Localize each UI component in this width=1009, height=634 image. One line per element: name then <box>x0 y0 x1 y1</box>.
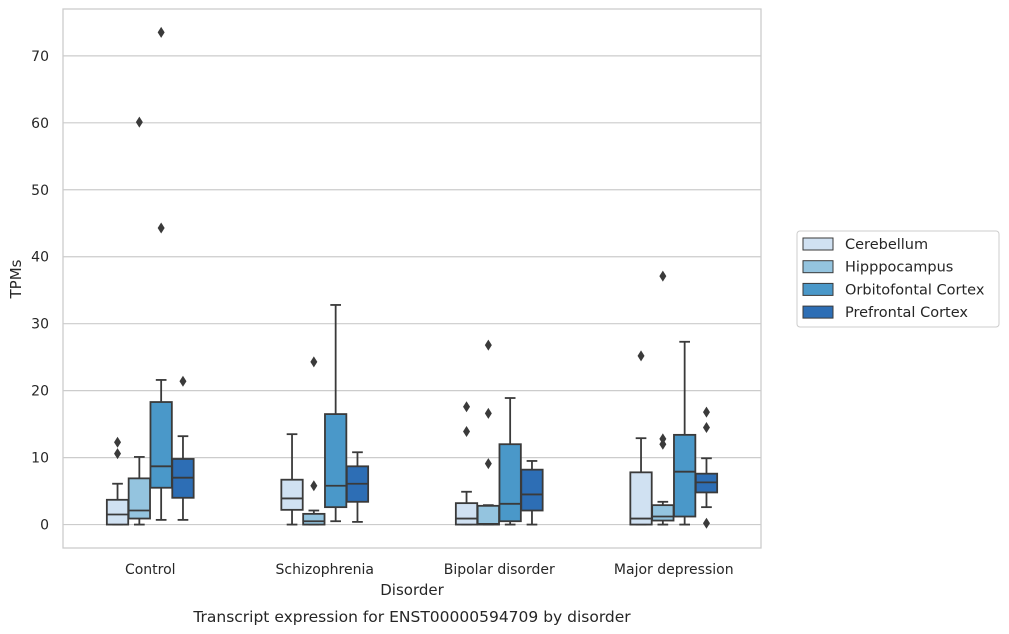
outlier-point <box>114 448 122 460</box>
y-tick-label: 60 <box>31 116 49 132</box>
legend-label: Prefrontal Cortex <box>845 305 968 321</box>
outlier-point <box>310 480 318 492</box>
chart-caption: Transcript expression for ENST0000059470… <box>192 608 631 626</box>
legend-swatch <box>802 237 834 251</box>
box <box>149 26 173 521</box>
box <box>498 397 522 526</box>
outlier-point <box>484 407 492 419</box>
outlier-point <box>135 116 143 128</box>
y-tick-label: 40 <box>31 250 49 266</box>
box <box>171 375 195 521</box>
box-iqr <box>498 443 522 523</box>
x-tick-label: Schizophrenia <box>276 562 374 578</box>
legend: Cerebellum Hipppocampus Orbitofontal Corte… <box>796 230 1000 328</box>
box-iqr <box>324 413 348 509</box>
y-axis-title: TPMs <box>7 259 25 299</box>
x-tick-label: Control <box>125 562 176 578</box>
box-iqr <box>651 504 675 522</box>
boxplot-series <box>105 26 719 529</box>
outlier-point <box>702 421 710 433</box>
outlier-point <box>463 425 471 437</box>
outlier-point <box>484 458 492 470</box>
box-iqr <box>476 504 500 526</box>
legend-swatch <box>802 260 834 274</box>
y-tick-label: 70 <box>31 49 49 65</box>
outlier-point <box>310 356 318 368</box>
box <box>324 304 348 523</box>
y-tick-label: 10 <box>31 451 49 467</box>
outlier-point <box>659 270 667 282</box>
box-iqr <box>454 502 479 526</box>
legend-label: Hipppocampus <box>845 260 953 276</box>
box <box>673 340 697 526</box>
series-0 <box>105 350 653 526</box>
box <box>127 116 151 526</box>
outlier-point <box>484 339 492 351</box>
outlier-point <box>702 406 710 418</box>
legend-item: Hipppocampus <box>802 260 953 276</box>
legend-item: Cerebellum <box>802 237 928 253</box>
gridlines <box>63 55 761 526</box>
outlier-point <box>702 517 710 529</box>
box-iqr <box>629 471 653 526</box>
box-iqr <box>149 401 173 489</box>
legend-swatch <box>802 305 834 319</box>
series-1 <box>127 116 675 526</box>
x-tick-label: Major depression <box>614 562 734 578</box>
legend-swatch <box>802 282 834 296</box>
box <box>105 436 130 526</box>
box <box>694 406 719 529</box>
box <box>280 433 304 526</box>
box <box>302 356 326 526</box>
box-iqr <box>280 478 304 511</box>
box-iqr <box>105 498 130 526</box>
y-tick-label: 50 <box>31 183 49 199</box>
x-axis-title: Disorder <box>380 581 444 599</box>
legend-label: Orbitofontal Cortex <box>845 282 985 298</box>
legend-label: Cerebellum <box>845 237 928 253</box>
outlier-point <box>463 401 471 413</box>
x-tick-labels: Control Schizophrenia Bipolar disorder Majo… <box>125 562 734 578</box>
box <box>454 401 479 526</box>
box-iqr <box>673 433 697 518</box>
outlier-point <box>157 26 165 38</box>
box <box>651 270 675 526</box>
legend-item: Orbitofontal Cortex <box>802 282 985 298</box>
outlier-point <box>179 375 187 387</box>
outlier-point <box>659 433 667 445</box>
plot-frame <box>62 8 762 549</box>
box <box>520 460 544 526</box>
box-iqr <box>520 468 544 512</box>
series-2 <box>149 26 697 526</box>
legend-item: Prefrontal Cortex <box>802 305 968 321</box>
y-tick-labels: 0 10 20 30 40 50 60 70 <box>31 49 49 534</box>
outlier-point <box>637 350 645 362</box>
y-tick-label: 0 <box>40 518 49 534</box>
legend-frame <box>796 230 1000 328</box>
x-tick-label: Bipolar disorder <box>444 562 555 578</box>
box <box>629 350 653 526</box>
outlier-point <box>114 436 122 448</box>
y-tick-label: 30 <box>31 317 49 333</box>
series-3 <box>171 375 719 529</box>
box <box>345 451 370 523</box>
box-iqr <box>302 512 326 526</box>
y-tick-label: 20 <box>31 384 49 400</box>
outlier-point <box>157 222 165 234</box>
box-iqr <box>127 477 151 520</box>
